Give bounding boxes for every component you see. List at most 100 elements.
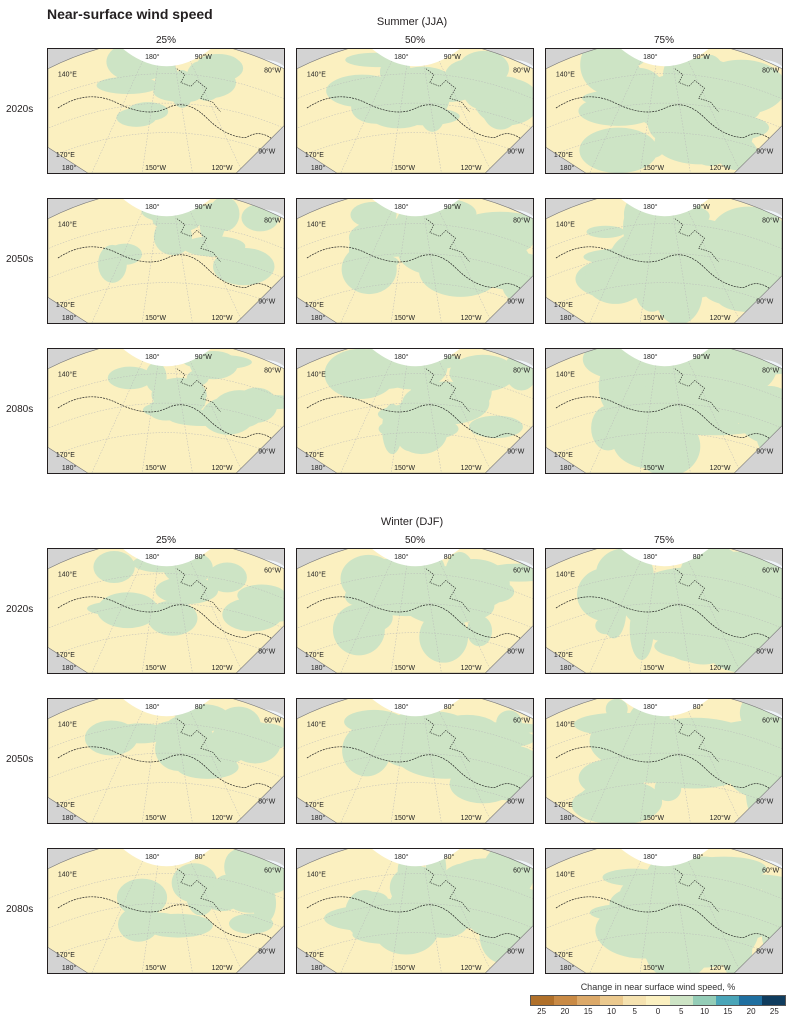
map-coordinate-label: 80°W [507,647,525,655]
map-coordinate-label: 180° [394,203,409,211]
map-coordinate-label: 90°W [195,353,213,361]
map-coordinate-label: 180° [643,53,658,61]
map-coordinate-label: 120°W [212,164,233,172]
map-coordinate-label: 120°W [710,814,731,822]
legend-swatch [623,996,647,1005]
legend: Change in near surface wind speed, % 25 2… [530,982,786,1018]
map-coordinate-label: 90°W [444,353,462,361]
map-coordinate-label: 80°W [756,647,774,655]
percentile-header: 25% [155,535,176,546]
arctic-map: 140°E 180° 80° 60°W 170°E 80°W 180° 150°W 120°W [48,699,284,823]
map-coordinate-label: 90°W [507,147,525,155]
percentile-header: 50% [404,35,425,46]
map-coordinate-label: 180° [394,853,409,861]
map-coordinate-label: 180° [394,553,409,561]
map-coordinate-label: 150°W [643,664,664,672]
map-coordinate-label: 60°W [762,717,780,725]
map-coordinate-label: 90°W [258,147,276,155]
arctic-map: 140°E 180° 90°W 80°W 170°E 90°W 180° 150°W 120°W [546,49,782,173]
map-coordinate-label: 180° [394,353,409,361]
map-coordinate-label: 180° [643,553,658,561]
map-coordinate-label: 90°W [756,147,774,155]
map-coordinate-label: 180° [311,964,326,972]
map-panel: 140°E 180° 90°W 80°W 170°E 90°W 180° 150°W 120°W [296,48,534,174]
map-coordinate-label: 170°E [305,651,324,659]
map-coordinate-label: 180° [145,553,160,561]
map-coordinate-label: 80° [693,553,704,561]
map-coordinate-label: 80°W [756,947,774,955]
map-panel: 140°E 180° 80° 60°W 170°E 80°W 180° 150°W 120°W [47,848,285,974]
map-coordinate-label: 180° [311,314,326,322]
map-coordinate-label: 80°W [756,797,774,805]
legend-tick-label: 25 [537,1007,547,1016]
map-coordinate-label: 170°E [305,951,324,959]
decade-label: 2020s [6,104,34,115]
map-coordinate-label: 80°W [264,367,282,375]
map-coordinate-label: 150°W [643,964,664,972]
map-coordinate-label: 80° [195,553,206,561]
arctic-map: 140°E 180° 80° 60°W 170°E 80°W 180° 150°W 120°W [546,549,782,673]
figure-title: Near-surface wind speed [47,6,213,22]
map-panel: 140°E 180° 80° 60°W 170°E 80°W 180° 150°W 120°W [545,848,783,974]
map-coordinate-label: 150°W [643,314,664,322]
map-panel: 140°E 180° 90°W 80°W 170°E 90°W 180° 150°W 120°W [47,198,285,324]
map-coordinate-label: 120°W [710,664,731,672]
map-coordinate-label: 180° [145,853,160,861]
map-coordinate-label: 180° [643,353,658,361]
legend-swatch [715,996,739,1005]
map-coordinate-label: 80°W [507,797,525,805]
map-coordinate-label: 90°W [507,447,525,455]
map-coordinate-label: 60°W [264,567,282,575]
legend-swatch [761,996,786,1005]
map-coordinate-label: 140°E [556,571,575,579]
map-coordinate-label: 120°W [461,314,482,322]
map-coordinate-label: 180° [145,53,160,61]
percentile-header: 25% [155,35,176,46]
map-coordinate-label: 80°W [507,947,525,955]
map-coordinate-label: 140°E [58,371,77,379]
map-coordinate-label: 90°W [195,203,213,211]
map-coordinate-label: 180° [311,814,326,822]
map-coordinate-label: 80°W [513,217,531,225]
map-coordinate-label: 120°W [461,164,482,172]
map-coordinate-label: 80°W [762,217,780,225]
map-coordinate-label: 140°E [307,71,326,79]
map-coordinate-label: 120°W [461,664,482,672]
arctic-map: 140°E 180° 90°W 80°W 170°E 90°W 180° 150°W 120°W [546,349,782,473]
map-coordinate-label: 170°E [305,151,324,159]
map-coordinate-label: 80° [195,703,206,711]
map-coordinate-label: 150°W [394,664,415,672]
arctic-map: 140°E 180° 90°W 80°W 170°E 90°W 180° 150°W 120°W [48,199,284,323]
legend-tick-label: 25 [769,1007,779,1016]
arctic-map: 140°E 180° 90°W 80°W 170°E 90°W 180° 150°W 120°W [297,349,533,473]
map-coordinate-label: 80° [693,703,704,711]
legend-tick-label: 5 [632,1007,637,1016]
decade-label: 2080s [6,904,34,915]
map-coordinate-label: 60°W [513,567,531,575]
legend-swatch [554,996,578,1005]
map-coordinate-label: 80°W [264,67,282,75]
map-coordinate-label: 170°E [554,801,573,809]
map-panel: 140°E 180° 90°W 80°W 170°E 90°W 180° 150°W 120°W [47,48,285,174]
map-coordinate-label: 180° [62,164,77,172]
map-coordinate-label: 90°W [693,53,711,61]
map-coordinate-label: 60°W [513,867,531,875]
map-coordinate-label: 180° [643,853,658,861]
map-coordinate-label: 60°W [762,867,780,875]
map-coordinate-label: 140°E [307,871,326,879]
map-coordinate-label: 140°E [58,71,77,79]
legend-title: Change in near surface wind speed, % [580,982,736,992]
map-coordinate-label: 140°E [556,221,575,229]
map-coordinate-label: 80°W [762,367,780,375]
map-coordinate-label: 140°E [307,721,326,729]
map-panel: 140°E 180° 90°W 80°W 170°E 90°W 180° 150°W 120°W [545,348,783,474]
map-coordinate-label: 170°E [56,151,75,159]
map-panel: 140°E 180° 90°W 80°W 170°E 90°W 180° 150°W 120°W [296,198,534,324]
map-coordinate-label: 90°W [195,53,213,61]
map-coordinate-label: 80°W [513,367,531,375]
map-coordinate-label: 80°W [258,797,276,805]
map-coordinate-label: 90°W [756,447,774,455]
map-coordinate-label: 170°E [554,151,573,159]
map-coordinate-label: 150°W [394,464,415,472]
map-coordinate-label: 140°E [58,871,77,879]
